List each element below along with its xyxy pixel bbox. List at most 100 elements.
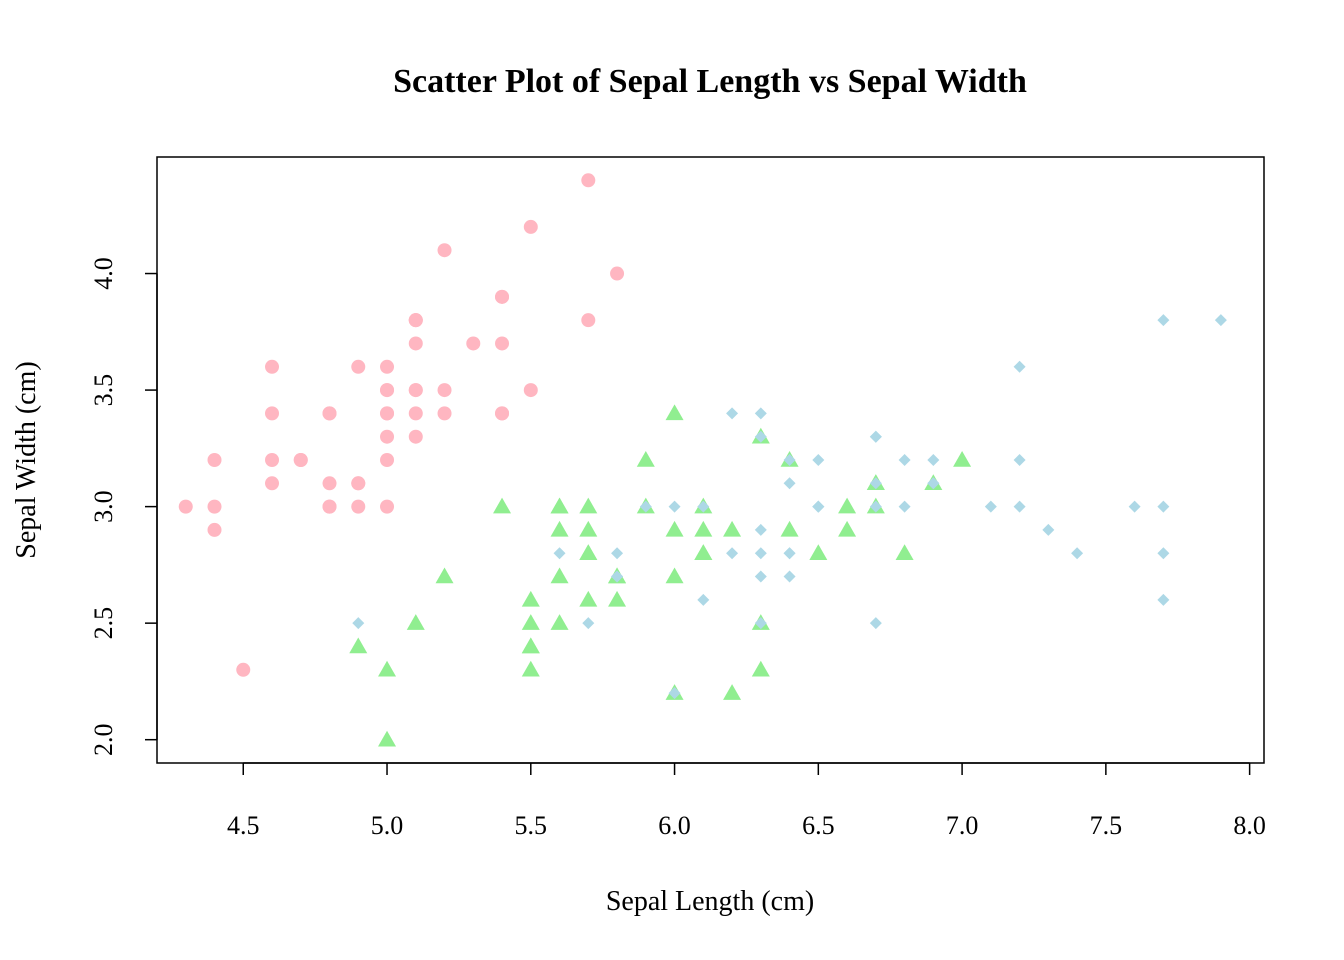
data-point-circle bbox=[265, 476, 280, 491]
data-point-diamond bbox=[1013, 360, 1026, 373]
data-point-circle bbox=[265, 359, 280, 374]
y-tick-label: 3.5 bbox=[89, 374, 118, 407]
data-point-diamond bbox=[783, 570, 796, 583]
data-point-diamond bbox=[898, 500, 911, 513]
data-point-diamond bbox=[754, 430, 767, 443]
data-point-circle bbox=[351, 359, 366, 374]
data-point-circle bbox=[610, 266, 625, 281]
data-point-circle bbox=[581, 173, 596, 188]
x-axis: 4.5 5.0 5.5 6.0 6.5 7.0 7.5 8.0 bbox=[227, 762, 1266, 840]
data-point-triangle bbox=[751, 660, 770, 677]
data-point-triangle bbox=[579, 544, 598, 560]
data-point-circle bbox=[581, 313, 596, 328]
data-point-triangle bbox=[521, 614, 540, 630]
x-tick-label: 4.5 bbox=[227, 811, 260, 840]
data-point-circle bbox=[437, 243, 452, 258]
data-point-diamond bbox=[1157, 314, 1170, 327]
data-point-diamond bbox=[726, 547, 739, 560]
data-point-triangle bbox=[550, 520, 569, 537]
data-point-triangle bbox=[493, 497, 512, 514]
data-point-triangle bbox=[579, 590, 598, 607]
x-tick-label: 5.5 bbox=[515, 811, 548, 840]
data-point-circle bbox=[178, 499, 193, 514]
data-point-circle bbox=[207, 453, 222, 467]
data-point-triangle bbox=[723, 520, 742, 537]
data-point-diamond bbox=[582, 617, 595, 630]
data-point-circle bbox=[380, 383, 395, 398]
data-point-circle bbox=[207, 522, 222, 537]
data-point-circle bbox=[408, 406, 423, 421]
data-point-triangle bbox=[579, 497, 598, 514]
data-point-diamond bbox=[1157, 593, 1170, 606]
data-point-diamond bbox=[812, 500, 825, 513]
data-point-diamond bbox=[1157, 500, 1170, 513]
data-point-triangle bbox=[636, 451, 655, 467]
data-point-diamond bbox=[984, 500, 997, 513]
data-point-diamond bbox=[1042, 523, 1055, 536]
data-point-diamond bbox=[869, 430, 882, 443]
x-tick-label: 8.0 bbox=[1233, 811, 1266, 840]
data-point-diamond bbox=[726, 407, 739, 420]
data-point-triangle bbox=[550, 497, 569, 514]
data-point-circle bbox=[437, 406, 452, 421]
data-point-diamond bbox=[1071, 547, 1084, 560]
data-point-circle bbox=[437, 383, 452, 398]
data-point-circle bbox=[408, 336, 423, 351]
data-point-circle bbox=[495, 406, 510, 421]
data-point-diamond bbox=[754, 547, 767, 560]
data-point-triangle bbox=[435, 567, 454, 584]
data-point-triangle bbox=[406, 614, 425, 630]
x-axis-label: Sepal Length (cm) bbox=[606, 886, 814, 917]
data-point-circle bbox=[322, 476, 337, 491]
y-tick-label: 2.0 bbox=[89, 723, 118, 756]
data-point-triangle bbox=[550, 614, 569, 630]
data-point-diamond bbox=[869, 500, 882, 513]
y-axis: 2.0 2.5 3.0 3.5 4.0 bbox=[89, 257, 158, 756]
x-tick-label: 7.0 bbox=[946, 811, 979, 840]
data-point-diamond bbox=[668, 500, 681, 513]
data-point-triangle bbox=[665, 567, 684, 584]
data-point-diamond bbox=[754, 523, 767, 536]
data-point-triangle bbox=[780, 520, 799, 537]
data-point-diamond bbox=[697, 593, 710, 606]
data-point-diamond bbox=[352, 617, 365, 630]
data-point-triangle bbox=[665, 520, 684, 537]
data-point-circle bbox=[523, 383, 538, 398]
data-point-diamond bbox=[783, 477, 796, 490]
data-point-triangle bbox=[665, 404, 684, 421]
data-point-triangle bbox=[521, 590, 540, 607]
data-point-triangle bbox=[723, 684, 742, 700]
data-point-triangle bbox=[694, 520, 713, 537]
data-point-diamond bbox=[668, 687, 681, 700]
y-tick-label: 2.5 bbox=[89, 607, 118, 640]
data-point-triangle bbox=[809, 544, 828, 560]
data-point-diamond bbox=[553, 547, 566, 560]
data-point-diamond bbox=[927, 454, 940, 466]
data-point-circle bbox=[207, 499, 222, 514]
plot-frame bbox=[156, 156, 1265, 764]
data-point-triangle bbox=[838, 520, 857, 537]
data-point-triangle bbox=[550, 567, 569, 584]
data-point-diamond bbox=[639, 500, 652, 513]
data-point-triangle bbox=[349, 637, 368, 654]
data-point-diamond bbox=[1157, 547, 1170, 560]
data-point-triangle bbox=[838, 497, 857, 514]
data-point-diamond bbox=[611, 547, 624, 560]
y-axis-label: Sepal Width (cm) bbox=[11, 361, 42, 558]
data-point-diamond bbox=[812, 454, 825, 466]
data-point-circle bbox=[380, 406, 395, 421]
data-point-diamond bbox=[783, 547, 796, 560]
x-tick-label: 5.0 bbox=[371, 811, 404, 840]
data-point-diamond bbox=[869, 617, 882, 630]
data-point-diamond bbox=[869, 477, 882, 490]
data-point-diamond bbox=[927, 477, 940, 490]
data-point-circle bbox=[408, 383, 423, 398]
data-point-triangle bbox=[953, 451, 972, 467]
data-point-circle bbox=[380, 429, 395, 444]
data-point-circle bbox=[265, 453, 280, 467]
x-tick-label: 6.0 bbox=[658, 811, 691, 840]
data-point-diamond bbox=[783, 454, 796, 466]
chart-title: Scatter Plot of Sepal Length vs Sepal Wi… bbox=[393, 63, 1027, 100]
data-point-triangle bbox=[608, 590, 627, 607]
